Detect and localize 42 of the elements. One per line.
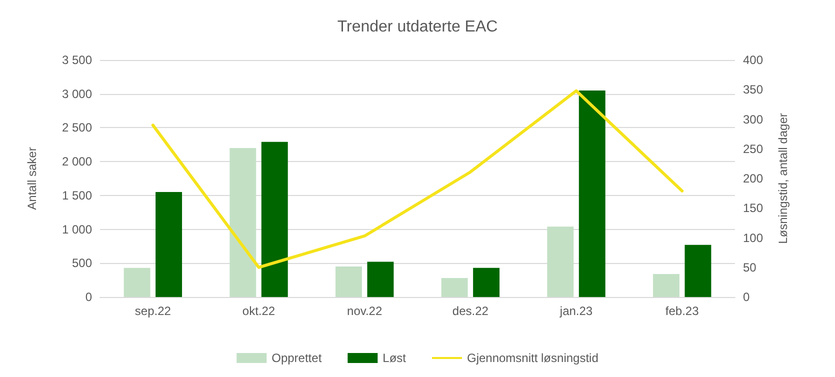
y-tick-label: 1 000 — [62, 222, 92, 236]
y2-tick-label: 50 — [743, 260, 757, 274]
legend-label: Løst — [382, 351, 407, 365]
y2-tick-label: 0 — [743, 290, 750, 304]
bar — [124, 268, 150, 297]
legend-label: Opprettet — [272, 351, 322, 365]
bar — [367, 262, 394, 297]
bar — [652, 274, 680, 297]
bar — [441, 278, 468, 297]
y2-tick-label: 100 — [743, 230, 764, 245]
bar — [578, 90, 606, 297]
y-tick-label: 500 — [72, 256, 92, 270]
bar — [230, 148, 256, 297]
legend-label: Gjennomsnitt løsningstid — [466, 351, 598, 365]
y2-tick-label: 200 — [743, 172, 764, 186]
bar — [547, 226, 574, 297]
x-tick-label: okt.22 — [242, 304, 276, 318]
y2-tick-label: 150 — [743, 201, 764, 216]
y-tick-label: 0 — [85, 290, 92, 304]
y-axis-title: Antall saker — [25, 147, 39, 210]
x-tick-label: sep.22 — [134, 304, 172, 318]
bar — [684, 244, 712, 297]
bar — [473, 268, 500, 297]
line-series — [151, 89, 684, 269]
x-tick-label: nov.22 — [347, 304, 382, 318]
y-tick-label: 2 000 — [62, 154, 92, 169]
y2-axis-title: Løsningstid, antall dager — [776, 113, 790, 244]
x-tick-label: feb.23 — [665, 304, 700, 318]
y-tick-label: 1 500 — [62, 188, 92, 202]
y-tick-label: 3 000 — [62, 86, 92, 101]
x-tick-label: des.22 — [452, 304, 489, 318]
y-tick-label: 2 500 — [62, 120, 92, 135]
y2-tick-label: 250 — [743, 142, 764, 156]
bar — [156, 192, 182, 297]
bar — [335, 266, 362, 297]
chart-title: Trender utdaterte EAC — [337, 18, 498, 36]
bar — [261, 142, 288, 297]
y2-tick-label: 300 — [743, 112, 764, 126]
y2-tick-label: 350 — [743, 82, 764, 97]
y2-tick-label: 400 — [743, 53, 764, 67]
y-tick-label: 3 500 — [62, 53, 92, 67]
x-tick-label: jan.23 — [558, 304, 593, 318]
